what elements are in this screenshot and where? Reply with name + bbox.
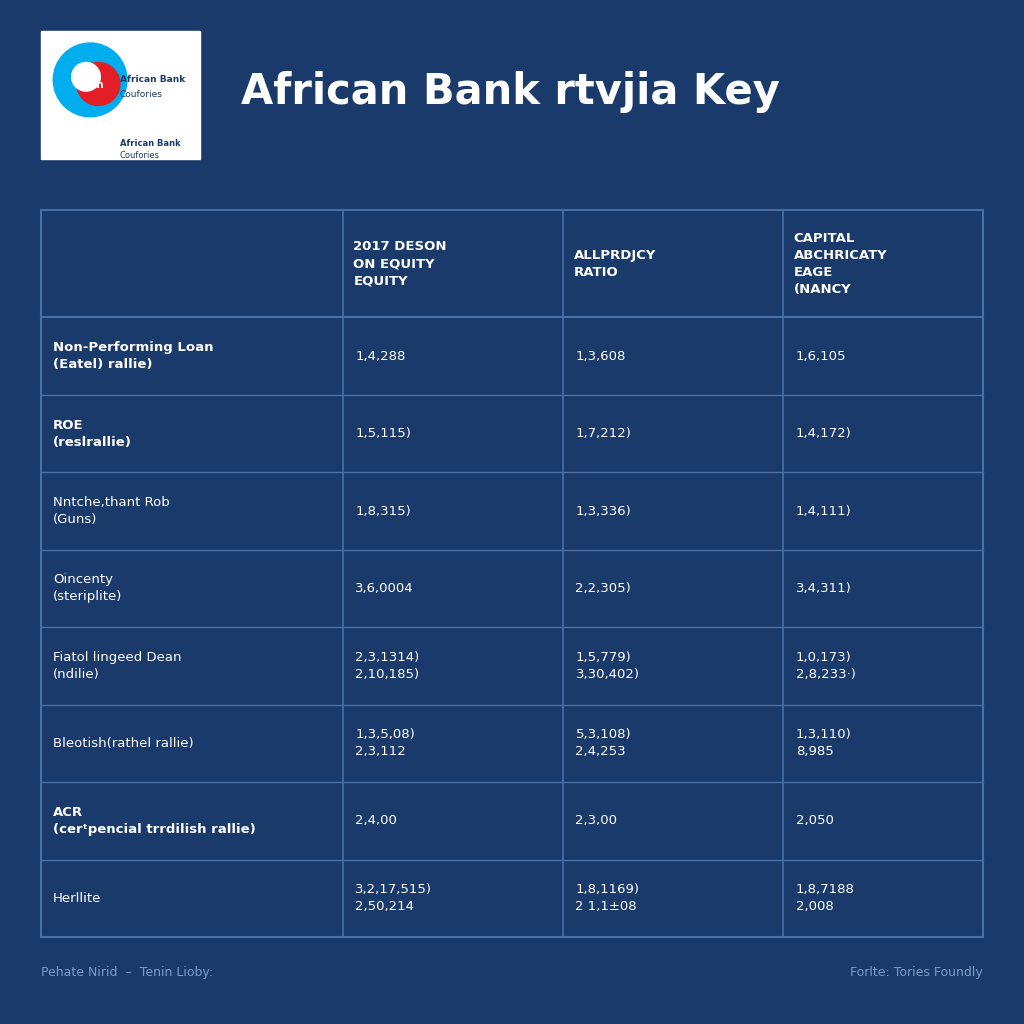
Text: 2,050: 2,050 xyxy=(796,814,834,827)
Text: African Bank: African Bank xyxy=(120,76,185,84)
Text: Forlte: Tories Foundly: Forlte: Tories Foundly xyxy=(850,967,983,979)
Text: CAPITAL
ABCHRICATY
EAGE
(NANCY: CAPITAL ABCHRICATY EAGE (NANCY xyxy=(794,231,888,296)
Text: 2,3,00: 2,3,00 xyxy=(575,814,617,827)
Text: ACR
(cerᵗpencial trrdilish rallie): ACR (cerᵗpencial trrdilish rallie) xyxy=(53,806,256,836)
Text: 1,4,172): 1,4,172) xyxy=(796,427,851,440)
Text: Nntche,thant Rob
(Guns): Nntche,thant Rob (Guns) xyxy=(53,496,170,526)
Text: 1,5,115): 1,5,115) xyxy=(355,427,412,440)
Text: Fiatol lingeed Dean
(ndilie): Fiatol lingeed Dean (ndilie) xyxy=(53,651,181,681)
Text: 1,3,608: 1,3,608 xyxy=(575,349,626,362)
Text: 1,7,212): 1,7,212) xyxy=(575,427,632,440)
Text: 1,5,779)
3,30,402): 1,5,779) 3,30,402) xyxy=(575,651,639,681)
Text: Coufories: Coufories xyxy=(120,90,163,98)
Text: on: on xyxy=(90,80,104,90)
Text: 1,8,315): 1,8,315) xyxy=(355,505,411,517)
Text: 1,8,1169)
2 1,1±08: 1,8,1169) 2 1,1±08 xyxy=(575,884,639,913)
Text: African Bank rtvjia Key: African Bank rtvjia Key xyxy=(241,71,779,114)
Text: 1,3,5,08)
2,3,112: 1,3,5,08) 2,3,112 xyxy=(355,728,415,759)
Text: 1,6,105: 1,6,105 xyxy=(796,349,846,362)
Text: Pehate Nirid  –  Tenin Lioby:: Pehate Nirid – Tenin Lioby: xyxy=(41,967,213,979)
Text: African Bank: African Bank xyxy=(120,139,180,147)
Text: 2017 DESON
ON EQUITY
EQUITY: 2017 DESON ON EQUITY EQUITY xyxy=(353,241,446,287)
Circle shape xyxy=(77,62,120,105)
Text: 2,3,1314)
2,10,185): 2,3,1314) 2,10,185) xyxy=(355,651,420,681)
Text: ROE
(reslrallie): ROE (reslrallie) xyxy=(53,419,132,449)
Circle shape xyxy=(72,62,100,91)
Text: 1,3,110)
8,985: 1,3,110) 8,985 xyxy=(796,728,851,759)
Text: 1,4,288: 1,4,288 xyxy=(355,349,406,362)
Text: Non-Performing Loan
(Eatel) rallie): Non-Performing Loan (Eatel) rallie) xyxy=(53,341,214,371)
FancyBboxPatch shape xyxy=(41,31,200,159)
Bar xyxy=(41,210,983,937)
Text: 3,6,0004: 3,6,0004 xyxy=(355,582,414,595)
Circle shape xyxy=(53,43,127,117)
Text: 2,4,00: 2,4,00 xyxy=(355,814,397,827)
Text: Coufories: Coufories xyxy=(120,152,160,160)
Text: 3,2,17,515)
2,50,214: 3,2,17,515) 2,50,214 xyxy=(355,884,432,913)
Text: 1,3,336): 1,3,336) xyxy=(575,505,631,517)
Text: Oincenty
(steriplite): Oincenty (steriplite) xyxy=(53,573,123,603)
Text: 2,2,305): 2,2,305) xyxy=(575,582,631,595)
Text: 3,4,311): 3,4,311) xyxy=(796,582,851,595)
Text: 1,8,7188
2,008: 1,8,7188 2,008 xyxy=(796,884,854,913)
Text: Bleotish(rathel rallie): Bleotish(rathel rallie) xyxy=(53,737,194,750)
Text: ALLPRDJCY
RATIO: ALLPRDJCY RATIO xyxy=(573,249,655,279)
Text: 5,3,108)
2,4,253: 5,3,108) 2,4,253 xyxy=(575,728,631,759)
Text: 1,4,111): 1,4,111) xyxy=(796,505,851,517)
Text: Herllite: Herllite xyxy=(53,892,101,905)
Text: 1,0,173)
2,8,233·): 1,0,173) 2,8,233·) xyxy=(796,651,855,681)
